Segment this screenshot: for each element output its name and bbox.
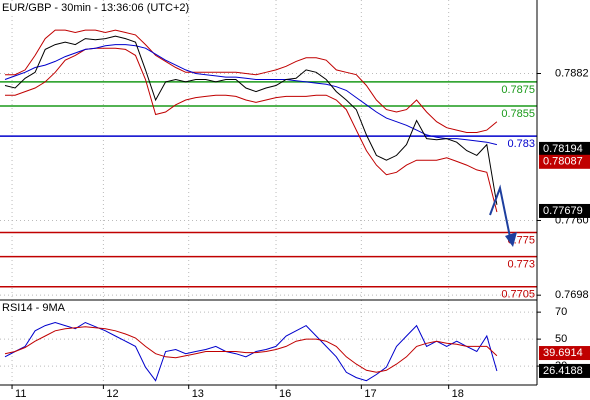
x-tick-label: 18 [452, 388, 464, 400]
arrow-head [505, 232, 517, 247]
price-marker-label: 0.78087 [543, 156, 583, 168]
y-tick-label: 50 [555, 333, 567, 345]
x-tick-label: 11 [15, 388, 26, 400]
level-label: 0.7855 [501, 108, 535, 120]
price-marker [539, 154, 590, 169]
forecast-arrow [489, 184, 512, 243]
series-line [4, 321, 498, 382]
series-line [5, 29, 498, 133]
x-tick-label: 17 [364, 388, 376, 400]
price-marker [539, 346, 590, 361]
level-label: 0.7705 [501, 289, 535, 301]
price-marker-label: 0.77679 [543, 205, 583, 217]
price-marker [539, 363, 590, 378]
title-bg [0, 301, 66, 315]
price-marker-label: 0.78194 [543, 143, 583, 155]
series-line [4, 44, 498, 146]
title-bg [0, 1, 186, 15]
price-marker-label: 26.4188 [543, 365, 583, 377]
chart-title: RSI14 - 9MA [2, 302, 66, 314]
level-label: 0.773 [507, 259, 535, 271]
y-tick-label: 0.7698 [555, 289, 589, 301]
price-marker [539, 203, 590, 218]
price-marker [539, 141, 590, 156]
price-marker-label: 39.6914 [543, 347, 583, 359]
chart-title: EUR/GBP - 30min - 13:36:06 (UTC+2) [2, 2, 189, 14]
series-line [4, 35, 498, 205]
y-tick-label: 0.7882 [555, 67, 589, 79]
x-tick-label: 12 [106, 388, 118, 400]
x-tick-label: 16 [279, 388, 291, 400]
series-line [4, 326, 498, 373]
x-tick-label: 13 [192, 388, 204, 400]
y-tick-label: 70 [555, 306, 567, 318]
level-label: 0.783 [507, 138, 535, 150]
level-label: 0.7875 [501, 84, 535, 96]
